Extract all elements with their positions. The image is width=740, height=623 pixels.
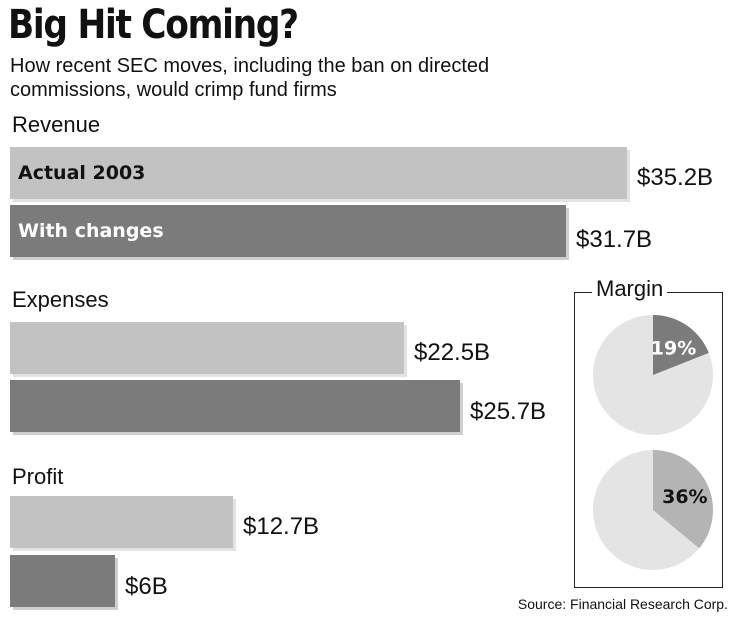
panel-label-expenses: Expenses (12, 287, 109, 312)
value-profit-with-changes: $6B (125, 573, 168, 600)
legend-label-actual: Actual 2003 (18, 162, 146, 184)
bar-profit-with-changes (10, 555, 115, 607)
chart-subtitle: How recent SEC moves, including the ban … (10, 55, 490, 101)
value-revenue-with-changes: $31.7B (576, 226, 653, 253)
panel-label-revenue: Revenue (12, 112, 101, 137)
margin-pie-0-slice (653, 315, 709, 375)
margin-pies: 19% 36% (593, 315, 713, 570)
bar-expenses-with-changes (10, 380, 460, 432)
value-revenue-actual: $35.2B (637, 164, 714, 191)
margin-pie-1-label: 36% (662, 486, 707, 508)
panel-label-profit: Profit (12, 464, 64, 489)
source-note: Source: Financial Research Corp. (517, 596, 728, 612)
value-profit-actual: $12.7B (243, 513, 320, 540)
legend-label-with-changes: With changes (18, 220, 164, 242)
margin-pie-1-slice (653, 450, 713, 549)
margin-label: Margin (592, 276, 668, 302)
bar-expenses-actual (10, 322, 404, 374)
bar-profit-actual (10, 496, 233, 548)
value-expenses-with-changes: $25.7B (470, 398, 547, 425)
value-expenses-actual: $22.5B (414, 339, 491, 366)
bar-revenue-actual: Actual 2003 (10, 147, 627, 199)
bar-revenue-with-changes: With changes (10, 205, 566, 257)
margin-pie-0-label: 19% (651, 338, 696, 360)
chart-title: Big Hit Coming? (8, 2, 299, 48)
